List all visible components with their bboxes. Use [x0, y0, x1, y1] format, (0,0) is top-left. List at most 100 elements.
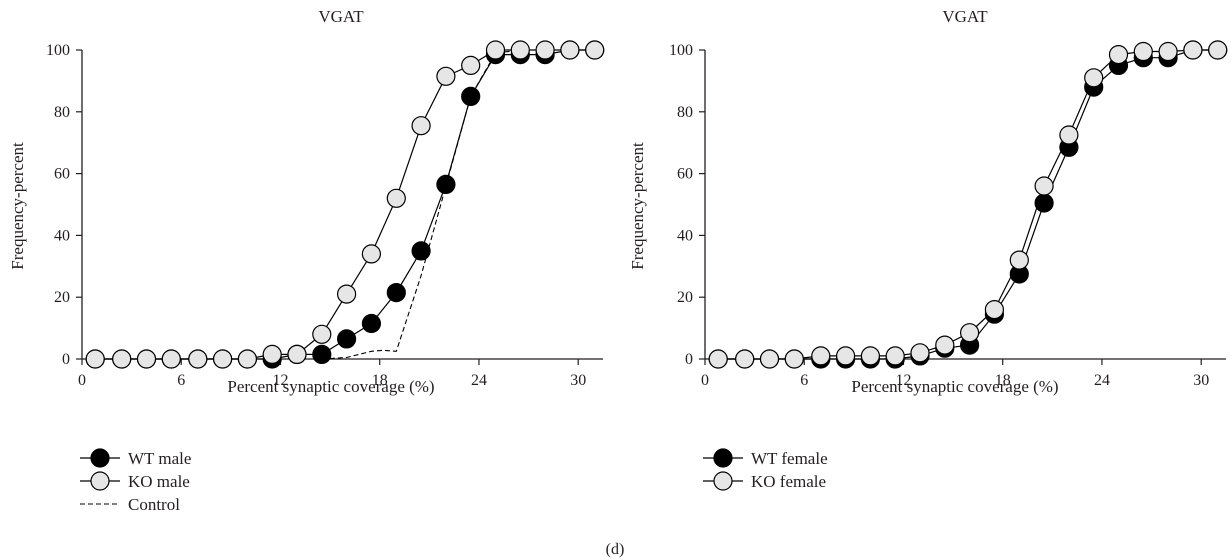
data-point-wt-male — [386, 283, 406, 303]
data-point-ko-female — [1084, 68, 1104, 88]
data-point-wt-male — [361, 313, 381, 334]
series-line-ko-male — [95, 49, 595, 360]
data-point-ko-female — [1108, 44, 1129, 65]
data-point-ko-female — [811, 346, 831, 366]
data-point-ko-male — [85, 349, 105, 369]
x-tick-label: 6 — [800, 372, 808, 389]
legend-label: KO female — [751, 472, 826, 491]
data-point-ko-male — [213, 349, 233, 369]
series-line-control — [321, 49, 595, 360]
series-line-wt-female — [718, 49, 1218, 360]
x-tick-label: 6 — [177, 372, 185, 389]
legend-item-wt-female: WT female — [703, 448, 828, 468]
y-tick-label: 0 — [62, 351, 70, 368]
y-tick-label: 0 — [685, 351, 693, 368]
data-point-ko-female — [935, 335, 955, 355]
panel-label: (d) — [606, 541, 625, 558]
chart-panel-male: VGAT Percent synaptic coverage (%) Frequ… — [8, 7, 605, 514]
data-point-ko-female — [860, 346, 881, 366]
plot-area — [85, 40, 605, 369]
x-tick-label: 18 — [995, 372, 1011, 389]
x-axis-label: Percent synaptic coverage (%) — [227, 377, 434, 396]
legend-marker — [90, 448, 110, 468]
data-point-ko-female — [984, 300, 1005, 320]
x-tick-label: 24 — [1094, 372, 1110, 389]
data-point-wt-male — [411, 241, 431, 261]
y-tick-label: 100 — [46, 42, 70, 59]
series-line-ko-female — [718, 49, 1218, 360]
chart-title: VGAT — [318, 7, 364, 26]
y-axis-label: Frequency-percent — [628, 142, 647, 270]
axes: 0 20 40 60 80 100 0 6 12 18 24 30 — [46, 42, 603, 389]
data-point-ko-female — [1034, 176, 1054, 196]
legend: WT female KO female — [703, 448, 828, 491]
data-point-ko-male — [436, 66, 456, 86]
data-point-wt-male — [436, 174, 456, 194]
y-tick-label: 40 — [54, 227, 70, 244]
x-tick-label: 24 — [471, 372, 487, 389]
data-point-ko-female — [1208, 40, 1228, 60]
y-axis-label: Frequency-percent — [8, 142, 27, 270]
data-point-ko-female — [835, 346, 856, 366]
y-tick-label: 60 — [677, 166, 693, 183]
legend-label: WT female — [751, 449, 828, 468]
data-point-ko-male — [535, 40, 555, 60]
legend-item-ko-female: KO female — [703, 471, 826, 491]
y-tick-label: 80 — [677, 104, 693, 121]
data-point-ko-female — [735, 349, 755, 369]
data-point-ko-male — [560, 40, 580, 60]
data-point-ko-male — [510, 40, 530, 60]
x-tick-label: 12 — [895, 372, 911, 389]
y-tick-label: 60 — [54, 166, 70, 183]
data-point-ko-male — [312, 324, 332, 344]
data-point-ko-male — [485, 40, 506, 60]
legend-label: Control — [128, 495, 180, 514]
x-axis-label: Percent synaptic coverage (%) — [851, 377, 1058, 396]
x-tick-label: 18 — [372, 372, 388, 389]
legend-marker — [90, 471, 110, 491]
legend-item-control: Control — [80, 495, 180, 514]
data-point-ko-male — [287, 344, 307, 364]
data-point-wt-male — [337, 329, 357, 349]
chart-panel-female: VGAT Percent synaptic coverage (%) Frequ… — [628, 7, 1228, 491]
data-point-ko-female — [959, 323, 980, 343]
legend-item-wt-male: WT male — [80, 448, 191, 468]
data-point-ko-female — [759, 349, 780, 369]
data-point-ko-female — [1059, 125, 1079, 145]
legend-marker — [713, 448, 733, 468]
x-tick-label: 0 — [78, 372, 86, 389]
data-point-ko-female — [1183, 40, 1203, 60]
data-point-ko-female — [784, 349, 804, 369]
y-tick-label: 20 — [677, 289, 693, 306]
legend-label: KO male — [128, 472, 190, 491]
data-point-ko-male — [361, 244, 381, 264]
data-point-ko-female — [1158, 41, 1178, 62]
data-point-ko-male — [262, 344, 282, 364]
x-tick-label: 12 — [272, 372, 288, 389]
data-point-ko-male — [461, 55, 481, 76]
data-point-wt-male — [312, 344, 332, 364]
chart-title: VGAT — [942, 7, 988, 26]
axes: 0 20 40 60 80 100 0 6 12 18 24 30 — [669, 42, 1226, 389]
plot-area — [708, 40, 1228, 369]
data-point-ko-female — [910, 343, 930, 363]
data-point-ko-male — [112, 349, 132, 369]
data-point-ko-male — [411, 116, 431, 136]
legend-item-ko-male: KO male — [80, 471, 190, 491]
data-point-ko-female — [885, 346, 905, 366]
legend: WT male KO male Control — [80, 448, 191, 514]
series-line-wt-male — [95, 49, 595, 360]
data-point-ko-female — [708, 349, 728, 369]
y-tick-label: 20 — [54, 289, 70, 306]
data-point-ko-male — [188, 349, 208, 369]
data-point-ko-male — [337, 284, 357, 304]
data-point-ko-female — [1009, 250, 1029, 270]
x-tick-label: 30 — [570, 372, 586, 389]
data-point-ko-male — [161, 349, 181, 369]
data-point-ko-female — [1133, 41, 1153, 62]
x-tick-label: 30 — [1193, 372, 1209, 389]
data-point-ko-male — [386, 188, 406, 208]
y-tick-label: 80 — [54, 104, 70, 121]
y-tick-label: 40 — [677, 227, 693, 244]
